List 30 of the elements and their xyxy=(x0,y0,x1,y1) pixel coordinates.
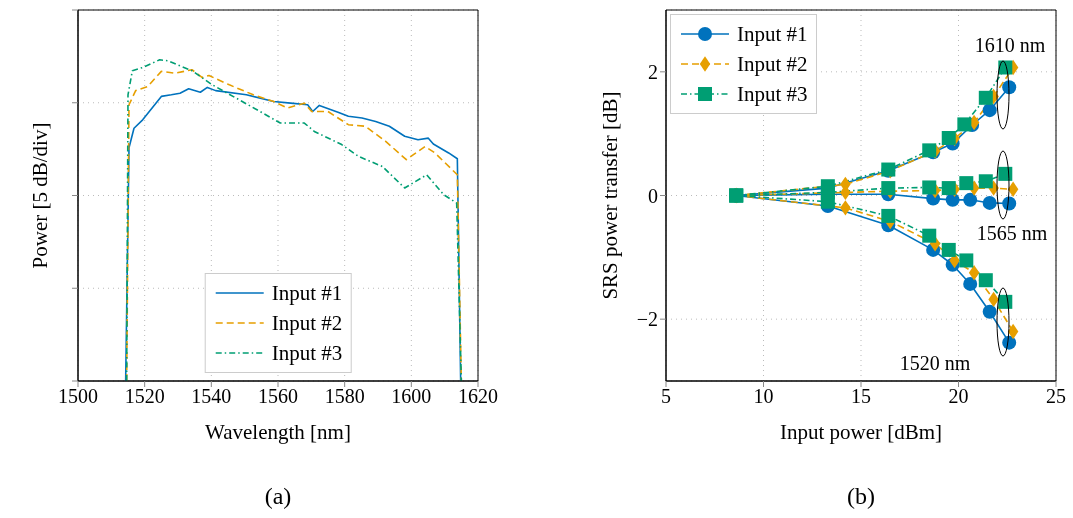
annotation: 1610 nm xyxy=(974,33,1046,56)
legend-label: Input #2 xyxy=(737,51,808,77)
x-tick-label: 1600 xyxy=(391,385,432,408)
x-tick-label: 5 xyxy=(661,385,671,408)
x-tick-label: 10 xyxy=(753,385,774,408)
legend-label: Input #3 xyxy=(271,340,343,366)
y-axis-title: SRS power transfer [dB] xyxy=(598,91,623,300)
y-tick-label: 2 xyxy=(648,60,658,83)
annotation: 1565 nm xyxy=(976,221,1048,244)
x-tick-label: 25 xyxy=(1046,385,1066,408)
x-tick-label: 1560 xyxy=(258,385,298,408)
legend-label: Input #1 xyxy=(737,21,808,47)
y-axis-title: Power [5 dB/div] xyxy=(28,122,53,269)
x-tick-label: 20 xyxy=(948,385,969,408)
x-axis-title: Wavelength [nm] xyxy=(205,420,351,444)
text: (a) xyxy=(264,483,292,510)
annotation: 1520 nm xyxy=(899,351,971,374)
x-axis-title: Input power [dBm] xyxy=(779,420,943,444)
text: (b) xyxy=(847,483,875,510)
y-tick-label: −2 xyxy=(636,308,658,331)
legend-label: Input #2 xyxy=(271,310,343,336)
y-tick-label: 0 xyxy=(648,184,658,207)
x-tick-label: 1580 xyxy=(324,385,365,408)
x-tick-label: 1520 xyxy=(124,385,165,408)
x-tick-label: 1500 xyxy=(58,385,98,408)
legend-label: Input #1 xyxy=(271,280,343,306)
x-tick-label: 15 xyxy=(851,385,871,408)
legend-label: Input #3 xyxy=(737,81,808,107)
x-tick-label: 1620 xyxy=(458,385,498,408)
x-tick-label: 1540 xyxy=(191,385,232,408)
